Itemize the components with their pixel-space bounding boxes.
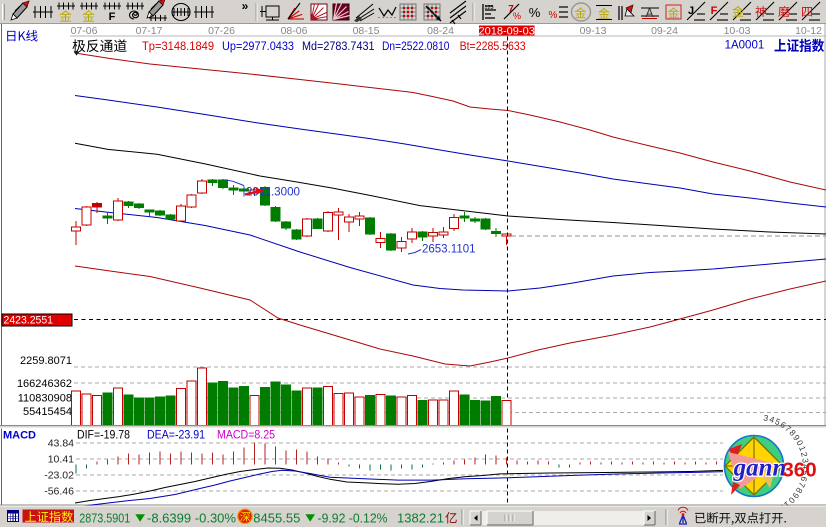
svg-text:07-17: 07-17 [136,25,163,37]
svg-text:-56.46: -56.46 [44,486,74,498]
svg-text:F: F [109,11,116,23]
svg-text:55415454: 55415454 [23,406,72,418]
svg-text:43.84: 43.84 [48,438,74,450]
svg-text:Bt=2285.5633: Bt=2285.5633 [460,41,526,53]
svg-text:DIF=-19.78: DIF=-19.78 [77,430,130,442]
svg-text:10.41: 10.41 [48,454,74,466]
svg-text:MACD=8.25: MACD=8.25 [217,430,275,442]
svg-text:A: A [645,6,653,20]
svg-text:08-24: 08-24 [427,25,454,37]
svg-text:2653.1101: 2653.1101 [422,244,476,256]
svg-text:Md=2783.7431: Md=2783.7431 [302,41,375,53]
svg-text:09-13: 09-13 [580,25,607,37]
svg-text:08-06: 08-06 [281,25,308,37]
svg-text:Tp=3148.1849: Tp=3148.1849 [142,41,214,53]
svg-text:2259.8071: 2259.8071 [20,355,72,367]
svg-text:J: J [688,5,694,17]
svg-text:2873.5901: 2873.5901 [79,511,130,526]
svg-text:10-03: 10-03 [724,25,751,37]
svg-text:-9.92 -0.12%: -9.92 -0.12% [318,511,388,526]
svg-text:7: 7 [508,4,514,15]
svg-text:1A0001: 1A0001 [725,40,765,52]
svg-text:123: 123 [484,5,493,11]
svg-text:110830908: 110830908 [18,393,72,405]
svg-text:%: % [549,10,558,21]
svg-text:»: » [242,0,249,13]
svg-text:2018-09-03: 2018-09-03 [479,26,535,38]
svg-text:07-06: 07-06 [71,25,98,37]
svg-text:07-26: 07-26 [208,25,235,37]
svg-text:2423.2551: 2423.2551 [4,315,54,327]
svg-text:10-12: 10-12 [795,25,822,37]
svg-text:1382.21: 1382.21 [397,511,444,526]
svg-text:%: % [513,11,521,21]
svg-text:-23.02: -23.02 [44,470,74,482]
svg-text:Up=2977.0433: Up=2977.0433 [222,41,294,53]
svg-text:Dn=2522.0810: Dn=2522.0810 [382,41,450,53]
svg-text:DEA=-23.91: DEA=-23.91 [147,430,205,442]
svg-text:09-24: 09-24 [651,25,678,37]
svg-text:-8.6399 -0.30%: -8.6399 -0.30% [147,511,236,526]
svg-text:%: % [529,5,541,20]
svg-text:MACD: MACD [3,430,36,442]
svg-text:360: 360 [782,459,816,482]
svg-text:F: F [711,5,718,17]
svg-text:8455.55: 8455.55 [253,511,300,526]
svg-text:gann: gann [733,455,787,482]
svg-text:166246362: 166246362 [17,378,72,390]
svg-text:08-15: 08-15 [353,25,380,37]
